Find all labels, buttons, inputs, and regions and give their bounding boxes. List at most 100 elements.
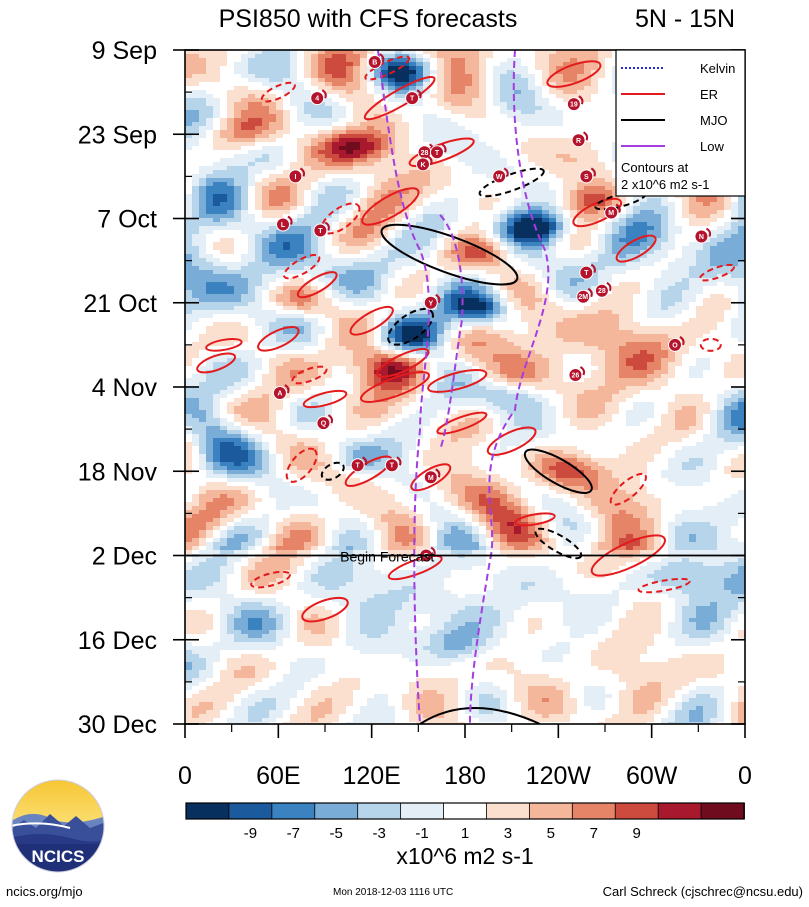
storm-marker-10: S (579, 167, 596, 184)
storm-marker-icon (579, 169, 594, 184)
legend-contour-note: Contours at (621, 160, 689, 175)
storm-marker-icon (416, 157, 430, 172)
contour-9 (349, 305, 394, 336)
storm-marker-icon (568, 367, 583, 382)
storm-marker-label: 28 (598, 288, 606, 295)
contour-2 (546, 60, 602, 88)
contour-27 (301, 596, 349, 623)
contour-13 (291, 365, 328, 385)
contour-7 (282, 253, 321, 280)
storm-marker-1: I (288, 167, 306, 184)
storm-marker-14: N (694, 227, 712, 244)
storm-marker-label: Y (428, 300, 433, 307)
colorbar: -9 -7 -5 -3 -1 1 3 5 7 9 (185, 802, 745, 842)
colorbar-swatch (528, 802, 574, 820)
storm-marker-25: M (423, 468, 441, 485)
storm-tail-icon (590, 167, 596, 177)
colorbar-swatch (700, 802, 745, 820)
storm-tail-icon (435, 468, 441, 478)
y-tick-label: 4 Nov (92, 374, 158, 402)
storm-marker-icon (694, 229, 709, 244)
storm-marker-8: K (416, 155, 433, 172)
storm-marker-label: 2M (578, 294, 588, 301)
storm-marker-label: 26 (572, 372, 580, 379)
storm-marker-label: T (410, 96, 415, 103)
legend-label-low: Low (700, 139, 724, 154)
contour-24 (514, 512, 556, 527)
storm-marker-icon (272, 386, 287, 401)
colorbar-tick-label: 1 (461, 825, 469, 842)
x-tick-label: 0 (178, 762, 192, 790)
storm-marker-label: W (496, 174, 503, 181)
storm-marker-icon (384, 458, 399, 473)
storm-marker-15: T (579, 263, 596, 280)
storm-marker-19: O (668, 336, 685, 352)
colorbar-swatch (185, 802, 230, 820)
contour-5 (572, 197, 623, 228)
contour-12 (376, 348, 430, 378)
storm-tail-icon (287, 215, 293, 225)
colorbar-swatch (443, 802, 488, 820)
colorbar-tick-label: -3 (372, 825, 385, 842)
storm-marker-label: T (390, 463, 395, 470)
colorbar-tick-label: -9 (244, 825, 257, 842)
storm-tail-icon (579, 366, 586, 376)
storm-marker-16: 2M (576, 287, 593, 304)
y-tick-label: 18 Nov (78, 458, 158, 486)
storm-marker-label: B (372, 60, 377, 67)
storm-marker-icon (604, 205, 619, 220)
storm-marker-label: O (423, 553, 429, 560)
y-tick-label: 9 Sep (92, 37, 157, 65)
y-tick-label: 7 Oct (97, 206, 157, 234)
x-axis: 0 60E 120E 180 120W 60W 0 (178, 724, 752, 790)
contour-22 (609, 472, 647, 506)
y-axis: 9 Sep 23 Sep 7 Oct 21 Oct 4 Nov 18 Nov 2 Dec 16… (78, 37, 745, 739)
storm-marker-label: M (608, 210, 614, 217)
storm-tail-icon (583, 131, 589, 141)
storm-marker-label: Q (321, 421, 327, 428)
storm-tail-icon (327, 414, 334, 424)
storm-marker-label: T (584, 270, 589, 277)
contour-28 (387, 554, 443, 581)
legend-label-kelvin: Kelvin (700, 61, 735, 76)
storm-marker-icon (350, 458, 365, 473)
region-label: 5N - 15N (635, 5, 735, 33)
storm-tail-icon (416, 89, 422, 99)
y-tick-label: 2 Dec (92, 543, 157, 571)
storm-tail-icon (324, 221, 330, 231)
storm-tail-icon (587, 287, 593, 298)
storm-marker-icon (423, 470, 438, 485)
contour-30 (205, 338, 243, 352)
storm-marker-icon (423, 295, 438, 310)
storm-marker-label: A (277, 391, 282, 398)
colorbar-swatch (228, 802, 273, 820)
x-tick-label: 180 (444, 762, 486, 790)
colorbar-swatch (571, 802, 617, 820)
storm-markers: B I 4 T 19 R 28 T K W S L T M N T 2M 28 Y O 26 A Q T T M O (272, 53, 712, 563)
contour-14 (360, 371, 430, 403)
contour-6 (615, 234, 657, 263)
x-tick-label: 0 (738, 762, 752, 790)
storm-marker-label: 4 (315, 96, 319, 103)
storm-marker-2: 4 (310, 89, 327, 106)
contour-35 (387, 307, 434, 346)
contour-33 (408, 137, 475, 168)
contour-23 (590, 534, 666, 577)
storm-marker-22: Q (316, 414, 334, 431)
storm-marker-icon (313, 223, 328, 238)
storm-marker-label: 28 (421, 150, 429, 157)
footer-author: Carl Schreck (cjschrec@ncsu.edu) (602, 884, 803, 899)
storm-tail-icon (679, 336, 685, 346)
colorbar-swatch (657, 802, 702, 820)
chart-title: PSI850 with CFS forecasts (219, 5, 518, 33)
legend-contour-note: 2 x10^6 m2 s-1 (621, 177, 709, 192)
contour-40 (380, 223, 519, 286)
storm-marker-label: S (584, 174, 589, 181)
storm-marker-label: L (281, 222, 286, 229)
storm-tail-icon (441, 143, 447, 153)
storm-marker-icon (571, 133, 586, 148)
storm-tail-icon (606, 281, 612, 292)
storm-marker-icon (310, 91, 325, 106)
footer-url[interactable]: ncics.org/mjo (6, 884, 83, 899)
colorbar-swatch (614, 802, 660, 820)
